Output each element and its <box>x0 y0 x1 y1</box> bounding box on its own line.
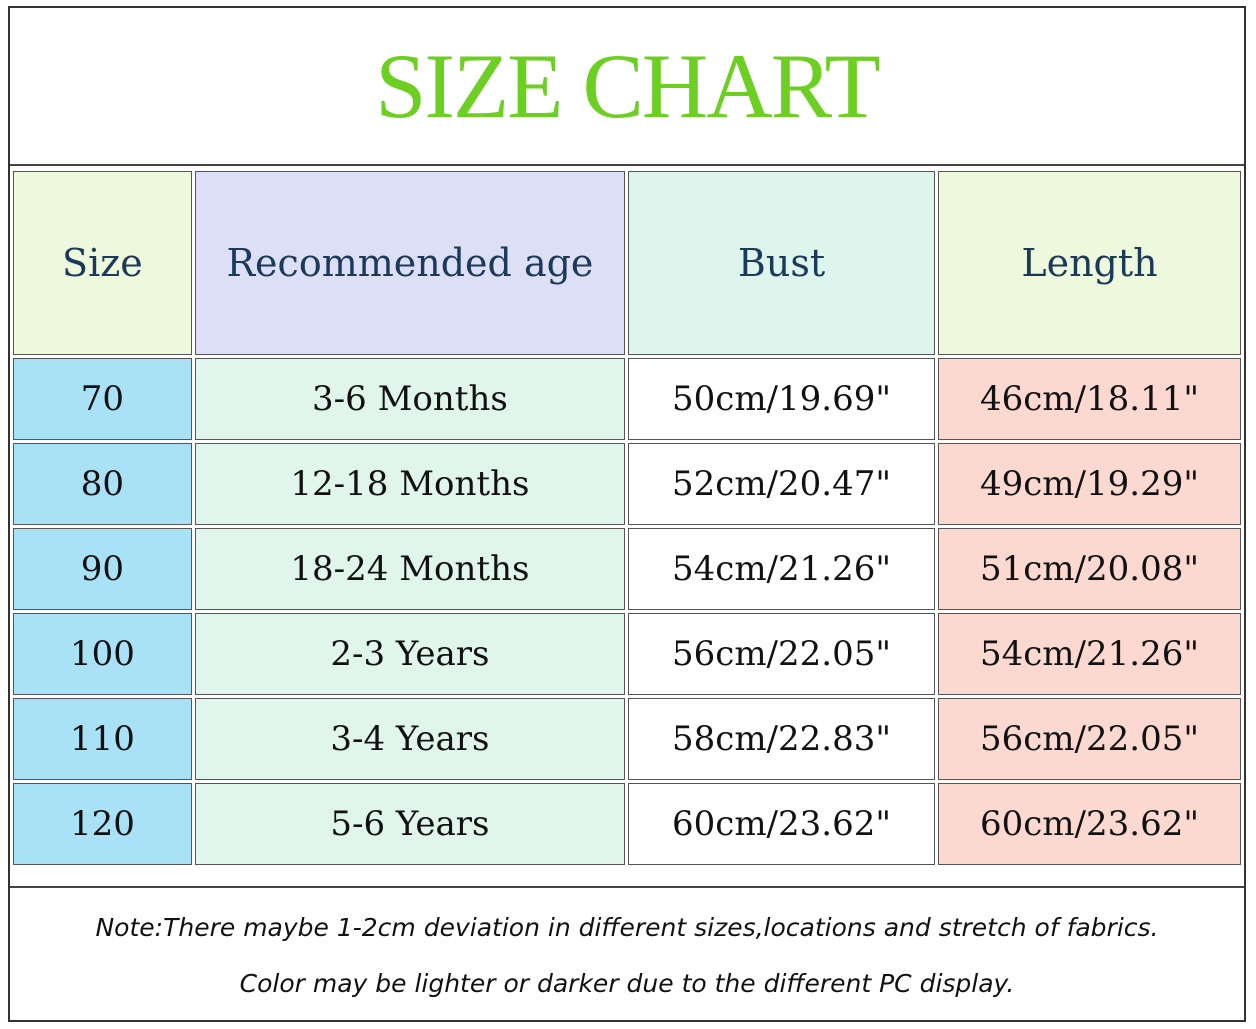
header-bust: Bust <box>628 171 935 355</box>
cell-age: 12-18 Months <box>194 443 626 525</box>
cell-age: 3-6 Months <box>194 358 626 440</box>
header-row: Size Recommended age Bust Length <box>13 171 1241 355</box>
note-line-2: Color may be lighter or darker due to th… <box>239 969 1015 998</box>
size-table: Size Recommended age Bust Length 70 3-6 M… <box>10 168 1244 868</box>
header-size: Size <box>13 171 192 355</box>
cell-length: 46cm/18.11" <box>937 358 1241 440</box>
header-length: Length <box>937 171 1241 355</box>
size-chart: SIZE CHART Size Recommended age Bust Len… <box>8 6 1246 1022</box>
cell-size: 100 <box>13 613 192 695</box>
cell-bust: 56cm/22.05" <box>628 613 935 695</box>
cell-size: 80 <box>13 443 192 525</box>
cell-bust: 60cm/23.62" <box>628 783 935 865</box>
cell-bust: 50cm/19.69" <box>628 358 935 440</box>
cell-length: 49cm/19.29" <box>937 443 1241 525</box>
cell-age: 18-24 Months <box>194 528 626 610</box>
cell-size: 120 <box>13 783 192 865</box>
note-line-1: Note:There maybe 1-2cm deviation in diff… <box>95 913 1159 942</box>
cell-age: 5-6 Years <box>194 783 626 865</box>
cell-bust: 58cm/22.83" <box>628 698 935 780</box>
table-row: 80 12-18 Months 52cm/20.47" 49cm/19.29" <box>13 443 1241 525</box>
table-row: 70 3-6 Months 50cm/19.69" 46cm/18.11" <box>13 358 1241 440</box>
table-row: 90 18-24 Months 54cm/21.26" 51cm/20.08" <box>13 528 1241 610</box>
table-row: 110 3-4 Years 58cm/22.83" 56cm/22.05" <box>13 698 1241 780</box>
cell-age: 3-4 Years <box>194 698 626 780</box>
cell-bust: 54cm/21.26" <box>628 528 935 610</box>
chart-title: SIZE CHART <box>10 8 1244 166</box>
table-row: 120 5-6 Years 60cm/23.62" 60cm/23.62" <box>13 783 1241 865</box>
header-age: Recommended age <box>194 171 626 355</box>
cell-bust: 52cm/20.47" <box>628 443 935 525</box>
cell-length: 54cm/21.26" <box>937 613 1241 695</box>
note: Note:There maybe 1-2cm deviation in diff… <box>10 886 1244 1022</box>
cell-length: 60cm/23.62" <box>937 783 1241 865</box>
cell-length: 56cm/22.05" <box>937 698 1241 780</box>
cell-size: 70 <box>13 358 192 440</box>
table-row: 100 2-3 Years 56cm/22.05" 54cm/21.26" <box>13 613 1241 695</box>
cell-size: 90 <box>13 528 192 610</box>
cell-length: 51cm/20.08" <box>937 528 1241 610</box>
cell-size: 110 <box>13 698 192 780</box>
cell-age: 2-3 Years <box>194 613 626 695</box>
